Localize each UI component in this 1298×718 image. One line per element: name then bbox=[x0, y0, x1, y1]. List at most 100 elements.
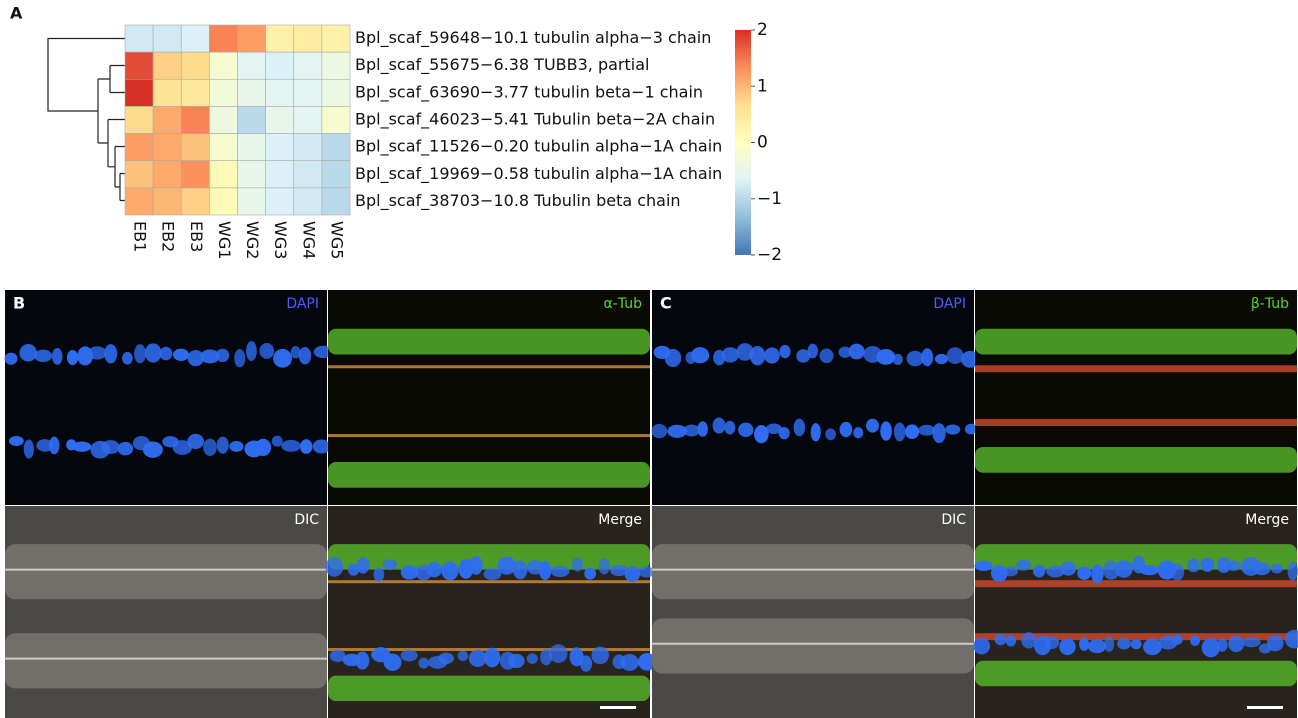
nucleus bbox=[1015, 559, 1032, 571]
heat-cell bbox=[209, 78, 238, 107]
nucleus bbox=[838, 346, 852, 358]
image-label: DIC bbox=[941, 512, 966, 528]
heat-cell bbox=[209, 106, 238, 134]
nucleus bbox=[215, 348, 230, 363]
nucleus bbox=[712, 417, 726, 434]
column-label: EB3 bbox=[187, 221, 206, 252]
nucleus bbox=[142, 441, 163, 458]
nucleus bbox=[961, 350, 980, 368]
nucleus bbox=[1139, 565, 1159, 576]
nucleus bbox=[159, 346, 173, 361]
nucleus bbox=[203, 438, 217, 457]
nucleus bbox=[591, 646, 609, 665]
nucleus bbox=[1143, 638, 1162, 656]
nucleus bbox=[273, 348, 292, 368]
nucleus bbox=[1287, 561, 1298, 581]
tissue bbox=[5, 544, 327, 600]
heat-cell bbox=[237, 51, 266, 80]
row-label: Bpl_scaf_11526−0.20 tubulin alpha−1A cha… bbox=[355, 137, 722, 157]
nucleus bbox=[101, 440, 120, 455]
nucleus bbox=[1242, 637, 1261, 648]
nucleus bbox=[187, 433, 204, 450]
heat-cell bbox=[124, 187, 154, 216]
image-label: Merge bbox=[1245, 512, 1289, 528]
heat-cell bbox=[152, 51, 182, 80]
nucleus bbox=[697, 421, 708, 437]
nucleus bbox=[117, 441, 134, 456]
nucleus bbox=[51, 348, 63, 365]
nucleus bbox=[549, 644, 568, 664]
panel-letter: C bbox=[660, 294, 672, 313]
nucleus bbox=[172, 440, 193, 455]
nucleus bbox=[281, 439, 301, 452]
nucleus bbox=[1117, 637, 1132, 650]
nucleus bbox=[691, 347, 710, 364]
nucleus bbox=[468, 649, 487, 667]
dendrogram bbox=[47, 37, 125, 202]
nucleus bbox=[400, 649, 418, 662]
nucleus bbox=[325, 557, 344, 577]
row-label: Bpl_scaf_38703−10.8 Tubulin beta chain bbox=[355, 191, 681, 211]
nucleus bbox=[906, 350, 924, 367]
nucleus bbox=[819, 348, 834, 364]
heat-cell bbox=[180, 160, 210, 189]
nucleus bbox=[1190, 635, 1201, 647]
nucleus bbox=[778, 426, 790, 440]
colorbar-tick-label: 2 bbox=[757, 20, 768, 40]
nucleus bbox=[216, 436, 229, 454]
heat-cell bbox=[265, 160, 295, 189]
nucleus bbox=[299, 439, 313, 454]
nucleus bbox=[1216, 557, 1232, 573]
nucleus bbox=[638, 566, 655, 578]
membrane bbox=[328, 365, 650, 369]
nucleus bbox=[571, 557, 584, 572]
nucleus bbox=[426, 561, 442, 578]
nucleus bbox=[4, 352, 18, 365]
nucleus bbox=[23, 439, 34, 459]
heat-cell bbox=[293, 187, 323, 216]
heat-cell bbox=[237, 187, 266, 216]
column-label: WG2 bbox=[243, 221, 262, 259]
nucleus bbox=[122, 351, 133, 365]
nucleus bbox=[1270, 563, 1283, 574]
nucleus bbox=[765, 423, 783, 435]
column-label: WG3 bbox=[271, 221, 290, 259]
membrane bbox=[328, 580, 650, 584]
nucleus bbox=[964, 423, 977, 435]
heat-cell bbox=[293, 160, 323, 189]
nucleus bbox=[1046, 565, 1065, 578]
nucleus bbox=[738, 422, 754, 437]
nucleus bbox=[34, 349, 53, 363]
nucleus bbox=[1253, 562, 1271, 576]
heat-cell bbox=[321, 78, 351, 107]
heat-cell bbox=[152, 133, 182, 162]
nucleus bbox=[1266, 635, 1284, 652]
panel-letter: B bbox=[13, 294, 25, 313]
nucleus bbox=[974, 560, 993, 572]
heat-cell bbox=[180, 106, 210, 134]
row-label: Bpl_scaf_19969−0.58 tubulin alpha−1A cha… bbox=[355, 164, 722, 184]
nucleus bbox=[271, 435, 283, 447]
nucleus bbox=[1104, 636, 1115, 652]
nucleus bbox=[497, 556, 517, 575]
heat-cell bbox=[124, 24, 154, 53]
tissue bbox=[652, 544, 974, 600]
nucleus bbox=[892, 353, 903, 365]
nucleus bbox=[624, 566, 641, 583]
nucleus bbox=[994, 633, 1007, 646]
membrane bbox=[975, 365, 1297, 373]
row-label: Bpl_scaf_55675−6.38 TUBB3, partial bbox=[355, 55, 649, 75]
heat-cell bbox=[265, 133, 295, 162]
nucleus bbox=[8, 435, 24, 446]
nucleus bbox=[580, 655, 593, 672]
nucleus bbox=[904, 424, 920, 440]
column-label: EB2 bbox=[159, 221, 178, 252]
nucleus bbox=[724, 420, 736, 435]
cell-band bbox=[975, 446, 1297, 473]
scale-bar bbox=[600, 706, 636, 709]
heat-cell bbox=[265, 106, 295, 134]
colorbar-tick-label: −2 bbox=[757, 245, 782, 265]
heat-cell bbox=[209, 133, 238, 162]
nucleus bbox=[825, 428, 836, 441]
nucleus bbox=[945, 424, 961, 435]
